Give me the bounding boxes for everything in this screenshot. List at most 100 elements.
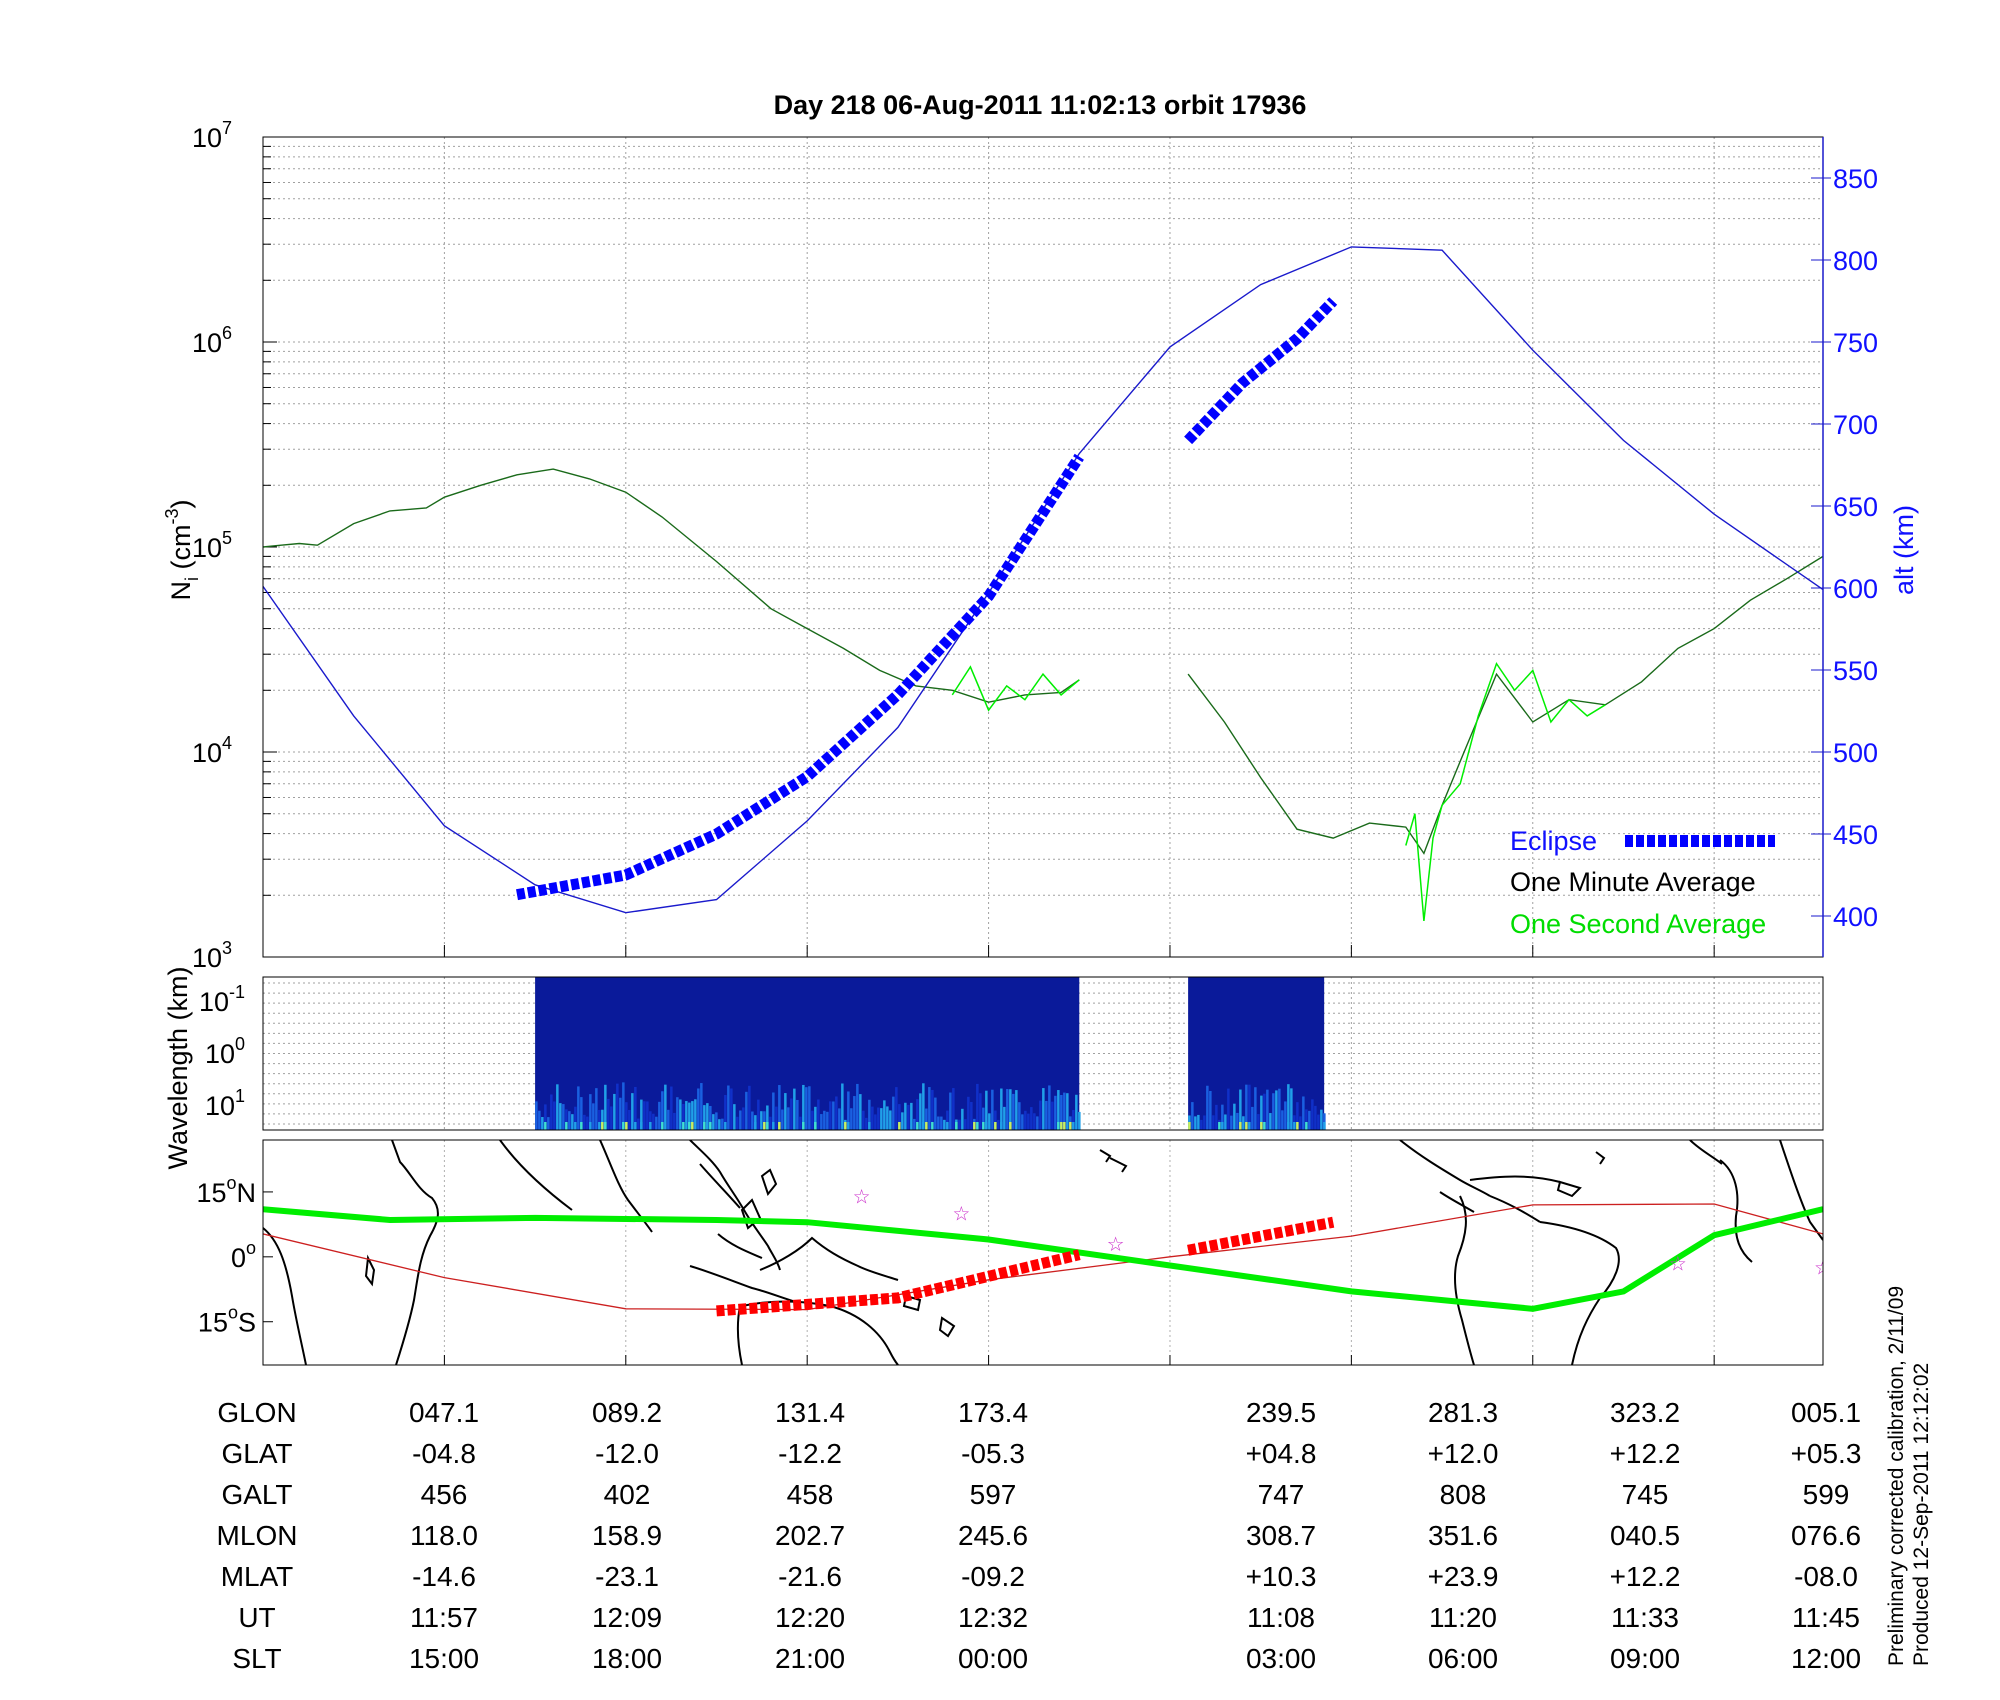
spectrogram-column <box>1281 1110 1284 1130</box>
spectrogram-cell <box>1263 1122 1266 1130</box>
spectrogram-column <box>778 1085 781 1130</box>
spectrogram-column <box>943 1119 946 1130</box>
spectrogram-column <box>928 1087 931 1130</box>
table-cell: -05.3 <box>961 1438 1025 1469</box>
spectrogram-column <box>1033 1113 1036 1130</box>
table-row-label: MLON <box>217 1520 298 1551</box>
spectrogram-cell <box>802 1122 805 1130</box>
spectrogram-column <box>646 1101 649 1130</box>
table-cell: 11:45 <box>1792 1602 1860 1633</box>
spectrogram-column <box>952 1088 955 1130</box>
spectrogram-cell <box>1248 1122 1251 1130</box>
spectrogram-column <box>718 1119 721 1130</box>
spectrogram-column <box>922 1083 925 1130</box>
spectrogram-cell <box>1069 1122 1072 1130</box>
spectrogram-column <box>838 1108 841 1130</box>
spectrogram-column <box>685 1101 688 1130</box>
spectrogram-column <box>808 1086 811 1130</box>
spectrogram-column <box>667 1109 670 1130</box>
coastlines <box>263 1140 1823 1365</box>
legend-one-second-average: One Second Average <box>1510 909 1766 939</box>
spectrogram-cell <box>1000 1122 1003 1130</box>
spectrogram-cell <box>898 1122 901 1130</box>
spectrogram-column <box>913 1118 916 1130</box>
spectrogram-column <box>571 1114 574 1130</box>
spectrogram-column <box>850 1108 853 1130</box>
spectrogram-column <box>1191 1102 1194 1130</box>
spectrogram-column <box>796 1099 799 1130</box>
series-alt-km <box>262 246 1824 914</box>
legend: Eclipse One Minute Average One Second Av… <box>1510 826 1775 939</box>
spectrogram-column <box>628 1109 631 1130</box>
spectrogram-column <box>931 1089 934 1130</box>
spectrogram-column <box>937 1116 940 1130</box>
spectrogram-cell <box>868 1122 871 1130</box>
spectrogram-column <box>619 1097 622 1130</box>
spectrogram-cell <box>1188 1122 1191 1130</box>
spectrogram-column <box>883 1100 886 1130</box>
spectrogram-column <box>967 1096 970 1130</box>
spectrogram-cell <box>589 1122 592 1130</box>
spectrogram-column <box>787 1107 790 1130</box>
spectrogram-column <box>640 1099 643 1130</box>
spectrogram-cell <box>703 1122 706 1130</box>
spectrogram-column <box>865 1117 868 1130</box>
table-row-label: GLAT <box>221 1438 292 1469</box>
star-marker-icon: ☆ <box>952 1204 970 1226</box>
spectrogram-column <box>1272 1093 1275 1130</box>
table-cell: 11:08 <box>1247 1602 1315 1633</box>
table-cell: 745 <box>1622 1479 1669 1510</box>
spectrogram-column <box>664 1084 667 1130</box>
spectrogram-column <box>1021 1114 1024 1130</box>
density-y-tick-label: 105 <box>192 528 232 563</box>
table-row-label: MLAT <box>221 1561 294 1592</box>
spectrogram-column <box>1317 1114 1320 1130</box>
table-cell: 12:00 <box>1791 1643 1861 1674</box>
wavelength-spectrogram <box>535 977 1326 1130</box>
spectrogram-cell <box>976 1122 979 1130</box>
spectrogram-column <box>991 1089 994 1130</box>
spectrogram-column <box>892 1096 895 1130</box>
spectrogram-column <box>1042 1088 1045 1130</box>
spectrogram-cell <box>925 1122 928 1130</box>
altitude-y-ticks: 400 450 500 550 600 650 700 750 800 850 <box>1811 164 1878 932</box>
spectrogram-column <box>841 1083 844 1130</box>
spectrogram-column <box>820 1114 823 1130</box>
spectrogram-column <box>1320 1109 1323 1130</box>
spectrogram-column <box>1323 1113 1326 1130</box>
spectrogram-column <box>961 1108 964 1130</box>
spectrogram-column <box>601 1109 604 1130</box>
table-cell: 089.2 <box>592 1397 662 1428</box>
spectrogram-column <box>823 1110 826 1130</box>
table-cell: +04.8 <box>1246 1438 1317 1469</box>
spectrogram-column <box>769 1116 772 1130</box>
table-cell: -08.0 <box>1794 1561 1858 1592</box>
series-one-minute-average <box>262 468 1080 703</box>
spectrogram-column <box>964 1119 967 1130</box>
table-cell: 076.6 <box>1791 1520 1861 1551</box>
spectrogram-column <box>1233 1103 1236 1130</box>
table-cell: 351.6 <box>1428 1520 1498 1551</box>
spectrogram-column <box>604 1084 607 1130</box>
spectrogram-column <box>994 1110 997 1130</box>
spectrogram-column <box>766 1105 769 1130</box>
wavelength-axis-label: Wavelength (km) <box>163 966 193 1169</box>
spectrogram-column <box>1006 1089 1009 1130</box>
table-row-label: UT <box>238 1602 275 1633</box>
spectrogram-column <box>1212 1115 1215 1130</box>
spectrogram-column <box>874 1114 877 1130</box>
spectrogram-column <box>1209 1090 1212 1130</box>
spectrogram-column <box>772 1092 775 1130</box>
table-cell: -04.8 <box>412 1438 476 1469</box>
spectrogram-column <box>538 1110 541 1130</box>
spectrogram-column <box>793 1088 796 1130</box>
spectrogram-cell <box>640 1122 643 1130</box>
spectrogram-column <box>547 1117 550 1130</box>
table-cell: 12:32 <box>958 1602 1028 1633</box>
spectrogram-column <box>985 1090 988 1130</box>
spectrogram-cell <box>922 1122 925 1130</box>
spectrogram-column <box>1045 1100 1048 1130</box>
table-cell: +12.2 <box>1610 1438 1681 1469</box>
latitude-tick-label: 15oS <box>198 1303 256 1338</box>
spectrogram-cell <box>1239 1122 1242 1130</box>
